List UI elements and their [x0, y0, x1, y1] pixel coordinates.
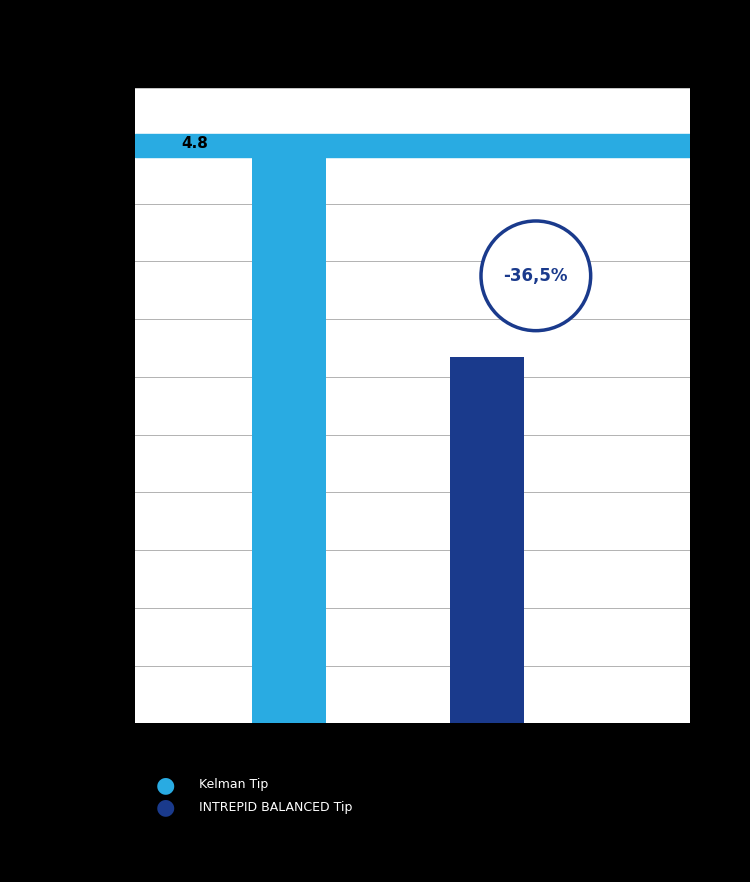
- Bar: [135, 134, 690, 158]
- Text: ●: ●: [155, 775, 175, 795]
- Text: Kelman Tip: Kelman Tip: [199, 779, 268, 791]
- Bar: [449, 356, 524, 723]
- Bar: [252, 146, 326, 723]
- Ellipse shape: [481, 221, 591, 331]
- Text: INTREPID BALANCED Tip: INTREPID BALANCED Tip: [199, 801, 352, 813]
- Text: 4.8: 4.8: [181, 136, 208, 151]
- Text: ●: ●: [155, 797, 175, 817]
- Text: -36,5%: -36,5%: [503, 267, 568, 285]
